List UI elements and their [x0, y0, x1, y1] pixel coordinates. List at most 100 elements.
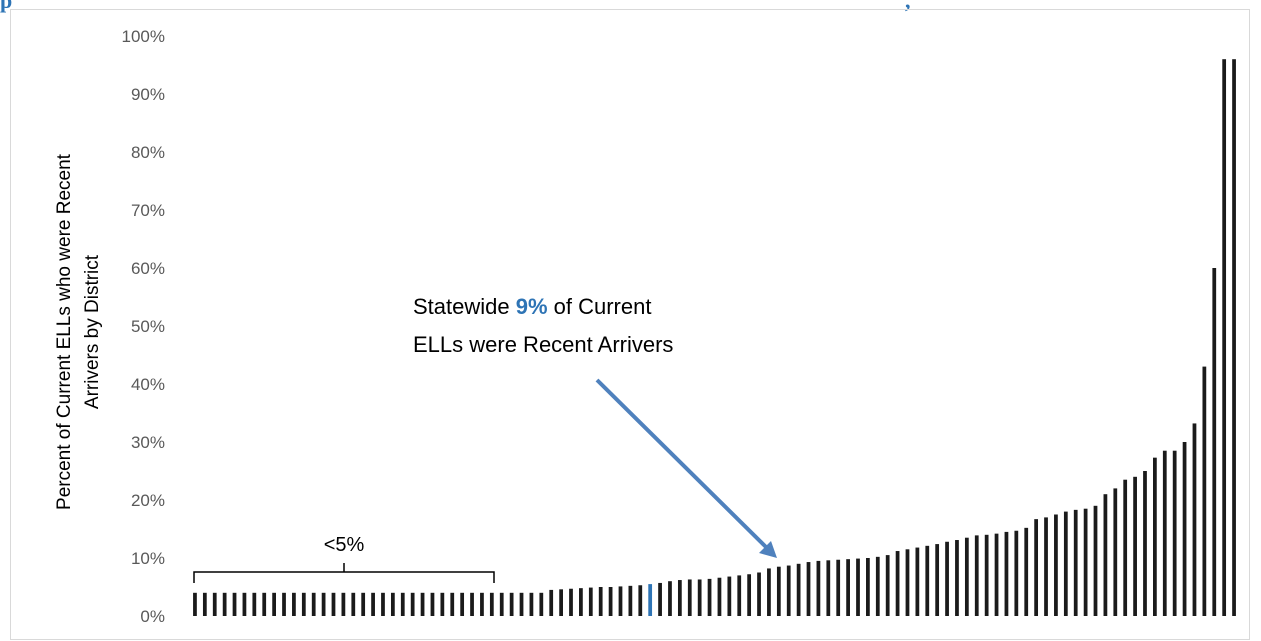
district-bar: [1202, 366, 1207, 616]
district-bar: [856, 558, 860, 616]
district-bar: [1113, 488, 1118, 616]
bracket-line: [193, 563, 495, 583]
district-bar: [598, 587, 603, 616]
bar-series: [193, 59, 1236, 616]
district-bar: [707, 578, 712, 616]
annotation-pre: Statewide: [413, 294, 516, 319]
y-tick-label: 50%: [131, 317, 165, 336]
district-bar: [509, 592, 514, 616]
district-bar: [311, 592, 316, 616]
district-bar: [242, 592, 247, 616]
district-bar: [460, 592, 465, 616]
district-bar: [1212, 268, 1217, 616]
district-bar: [400, 592, 405, 616]
district-bar: [955, 540, 959, 616]
district-bar: [450, 592, 455, 616]
district-bar: [826, 560, 831, 616]
district-bar: [984, 534, 989, 616]
district-bar: [668, 581, 672, 616]
district-bar: [757, 572, 761, 616]
title-fragment-tail: ,: [905, 0, 911, 13]
y-tick-label: 40%: [131, 375, 165, 394]
district-bar: [1133, 476, 1137, 616]
district-bar: [519, 592, 524, 616]
district-bar: [202, 592, 207, 616]
district-bar: [974, 535, 979, 616]
y-tick-label: 0%: [140, 607, 165, 626]
district-bar: [569, 588, 573, 616]
district-bar: [1192, 423, 1197, 616]
district-bar: [1103, 494, 1108, 616]
district-bar: [994, 533, 999, 616]
y-tick-label: 90%: [131, 85, 165, 104]
district-bar: [638, 585, 643, 616]
district-bar: [321, 592, 326, 616]
district-bar: [420, 592, 425, 616]
district-bar: [232, 592, 237, 616]
district-bar: [410, 592, 415, 616]
district-bar: [212, 592, 217, 616]
district-bar: [727, 576, 732, 616]
district-bar: [737, 575, 742, 616]
page-title-fragment: p,: [0, 0, 911, 14]
district-bar: [1054, 514, 1058, 616]
district-bar: [1123, 479, 1128, 616]
district-bar: [1024, 527, 1029, 616]
district-bar: [193, 592, 197, 616]
district-bar: [381, 592, 385, 616]
district-bar: [559, 589, 563, 616]
district-bar: [816, 560, 821, 616]
chart-frame: 0% 10% 20% 30% 40% 50% 60% 70% 80% 90% 100% Percen…: [10, 9, 1250, 640]
bar-chart: 0% 10% 20% 30% 40% 50% 60% 70% 80% 90% 100% Percen…: [54, 27, 1236, 626]
district-bar: [1172, 450, 1177, 616]
district-bar: [529, 592, 534, 616]
district-bar: [677, 580, 682, 616]
district-bar: [292, 592, 296, 616]
district-bar: [767, 568, 771, 616]
district-bar: [1083, 508, 1088, 616]
district-bar: [776, 566, 781, 616]
district-bar: [905, 549, 910, 616]
district-bar: [579, 588, 583, 616]
district-bar: [747, 574, 752, 616]
district-bar: [964, 537, 969, 616]
district-bar: [1044, 517, 1048, 616]
annotation-line-2: ELLs were Recent Arrivers: [413, 332, 673, 357]
district-bar: [272, 592, 276, 616]
district-bar: [351, 592, 356, 616]
y-tick-label: 20%: [131, 491, 165, 510]
title-fragment-start: p: [0, 0, 13, 13]
district-bar: [1004, 531, 1009, 616]
district-bar: [1034, 519, 1039, 616]
district-bar: [846, 559, 850, 616]
district-bar: [836, 559, 841, 616]
district-bar: [1143, 471, 1147, 616]
district-bar: [331, 592, 336, 616]
district-bar: [262, 592, 267, 616]
district-bar: [588, 587, 593, 616]
district-bar: [925, 545, 930, 616]
bracket-label: <5%: [324, 534, 365, 556]
district-bar: [806, 562, 811, 616]
district-bar: [549, 589, 554, 616]
annotation-arrowhead: [759, 541, 777, 558]
district-bar: [1073, 509, 1078, 616]
statewide-highlight-bar: [648, 584, 653, 616]
district-bar: [480, 592, 484, 616]
annotation-line-1: Statewide 9% of Current: [413, 294, 651, 319]
district-bar: [1063, 511, 1068, 616]
district-bar: [687, 579, 692, 616]
district-bar: [628, 585, 633, 616]
district-bar: [895, 551, 900, 616]
y-tick-label: 70%: [131, 201, 165, 220]
district-bar: [1182, 442, 1187, 616]
annotation-arrow-line: [595, 378, 769, 550]
district-bar: [786, 565, 791, 616]
district-bar: [1222, 59, 1227, 616]
district-bar: [1014, 530, 1019, 616]
under-5-bracket: <5%: [193, 534, 495, 583]
y-tick-label: 80%: [131, 143, 165, 162]
district-bar: [341, 592, 346, 616]
y-axis-label: Percent of Current ELLs who were Recent …: [54, 153, 103, 510]
statewide-annotation: Statewide 9% of Current ELLs were Recent…: [413, 294, 777, 558]
